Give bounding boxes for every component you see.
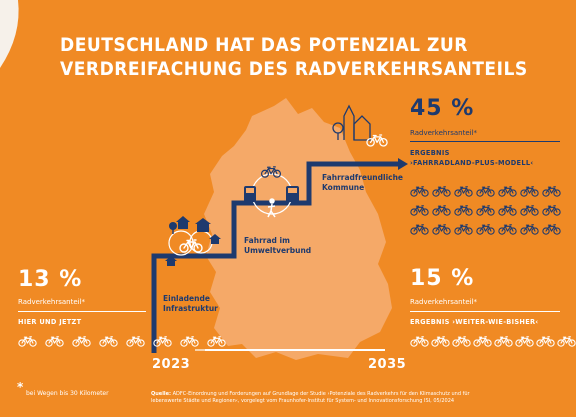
top-right-caption: ERGEBNIS ›FAHRRADLAND-PLUS-MODELL‹ [410,149,534,167]
bicycle-icon [410,224,429,235]
page-title: DEUTSCHLAND HAT DAS POTENZIAL ZUR VERDRE… [60,33,530,81]
bicycle-icon [520,224,539,235]
bicycle-icon [498,205,517,216]
bicycle-icon [207,336,226,347]
top-right-percent: 45 % [410,96,475,121]
train-icon [244,186,256,202]
year-end: 2035 [368,357,407,372]
infrastructure-illustration [165,216,221,266]
step-label-infrastructure: Einladende Infrastruktur [163,294,218,313]
top-right-share-label: Radverkehrsanteil* [410,129,478,137]
footnote-text: bei Wegen bis 30 Kilometer [26,390,109,397]
church-icon [332,104,371,141]
bicycle-icon [410,205,429,216]
left-caption: HIER UND JETZT [18,318,82,326]
bicycle-icon [432,224,451,235]
bicycle-icon [542,186,561,197]
bicycle-icon [72,336,91,347]
bicycle-icon [454,186,473,197]
house-icon [165,216,221,266]
environment-illustration [244,166,299,218]
bicycle-icon [542,224,561,235]
bicycle-icon [473,336,492,347]
source-label: Quelle: [151,391,172,397]
bicycle-icon [515,336,534,347]
step-label-environment: Fahrrad im Umweltverbund [244,236,312,255]
bicycle-icon [557,336,576,347]
bicycle-icon [432,205,451,216]
footnote-star: * [17,380,24,394]
source-line-2: lebenswerte Städte und Regionen‹, vorgel… [151,398,455,404]
bicycle-icon [432,186,451,197]
bicycle-icon [452,336,471,347]
bicycle-icon [410,336,429,347]
title-line-1: DEUTSCHLAND HAT DAS POTENZIAL ZUR [60,34,468,56]
bottom-right-share-label: Radverkehrsanteil* [410,298,478,306]
community-illustration [332,104,388,147]
bicycle-icon [520,186,539,197]
bicycle-icon [476,205,495,216]
bicycle-icon [536,336,555,347]
bottom-right-percent: 15 % [410,266,475,291]
tree-icon [169,222,177,234]
bicycle-icon [153,336,172,347]
source-note: Quelle: ADFC-Einordnung und Forderungen … [151,391,571,405]
bicycle-icon [45,336,64,347]
corner-arc [0,0,19,68]
bicycle-icon [476,224,495,235]
source-line-1: ADFC-Einordnung und Forderungen auf Grun… [172,391,470,397]
bottom-right-caption: ERGEBNIS ›WEITER-WIE-BISHER‹ [410,318,539,326]
bicycle-icon [454,224,473,235]
left-bike-row [18,336,226,347]
left-share-label: Radverkehrsanteil* [18,298,86,306]
bus-icon [286,186,299,202]
bicycle-icon [410,186,429,197]
bicycle-icon [498,186,517,197]
left-percent: 13 % [18,267,83,292]
bicycle-icon [180,336,199,347]
person-walking-icon [267,198,276,218]
bicycle-icon [431,336,450,347]
step-label-community: Fahrradfreundliche Kommune [322,173,404,192]
bottom-right-bike-row [410,336,576,347]
title-line-2: VERDREIFACHUNG DES RADVERKEHRSANTEILS [60,58,528,80]
top-right-bike-grid [410,186,561,235]
bottom-right-rule [410,311,560,312]
bicycle-icon [476,186,495,197]
bicycle-icon [520,205,539,216]
bicycle-icon [498,224,517,235]
bicycle-icon [494,336,513,347]
year-start: 2023 [152,357,191,372]
bicycle-icon [126,336,145,347]
bicycle-icon [99,336,118,347]
bicycle-icon [18,336,37,347]
bicycle-icon [454,205,473,216]
left-rule [18,311,146,312]
top-right-rule [410,141,560,142]
bicycle-icon [542,205,561,216]
arrow-right-icon [398,158,408,170]
